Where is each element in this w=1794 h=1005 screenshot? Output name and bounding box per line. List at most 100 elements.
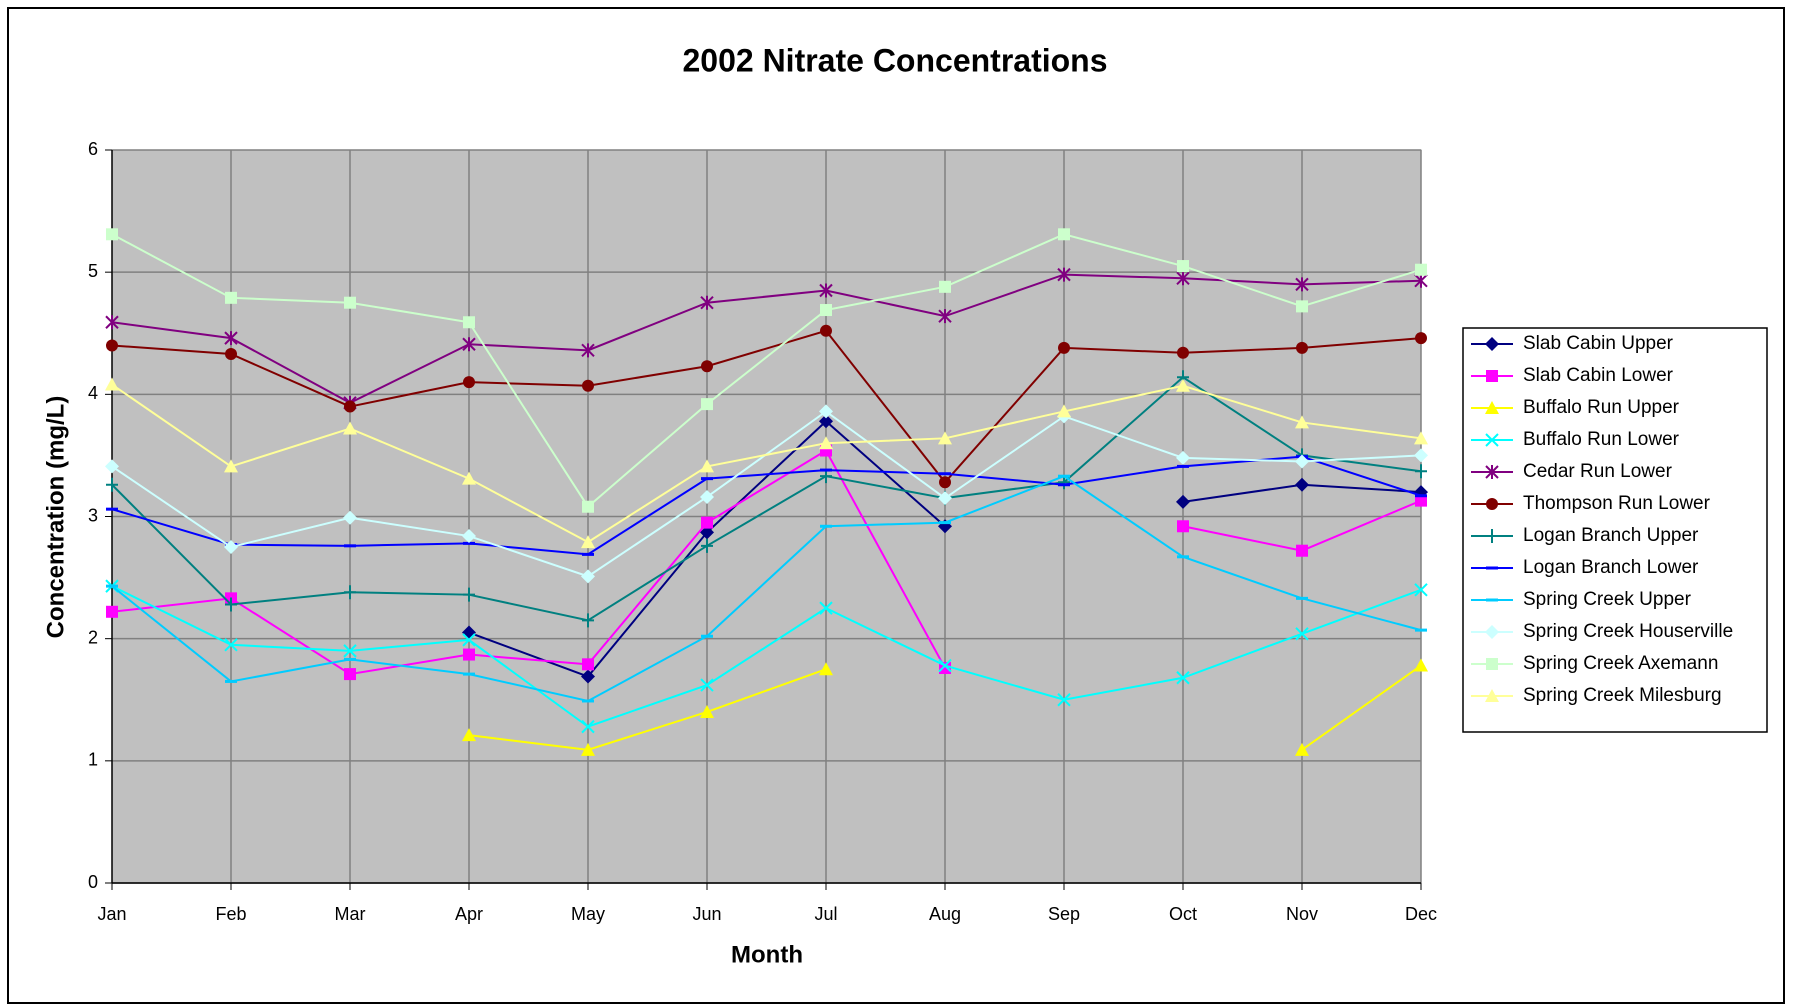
marker: [1415, 494, 1427, 498]
marker: [1415, 628, 1427, 632]
marker: [1058, 341, 1070, 354]
x-tick-label: May: [571, 904, 605, 924]
marker: [1414, 583, 1428, 597]
marker: [1296, 596, 1308, 600]
marker: [462, 471, 476, 485]
marker: [106, 584, 118, 588]
x-tick-label: Feb: [215, 904, 246, 924]
y-tick-label: 0: [88, 872, 98, 892]
marker: [463, 316, 475, 329]
legend-label: Spring Creek Upper: [1523, 589, 1692, 610]
y-tick-label: 1: [88, 750, 98, 770]
marker: [1486, 498, 1498, 510]
marker: [1057, 404, 1071, 418]
marker: [1177, 520, 1189, 533]
marker: [701, 634, 713, 638]
marker: [701, 516, 713, 529]
marker: [1296, 300, 1308, 313]
marker: [1058, 474, 1070, 478]
marker: [1485, 401, 1499, 414]
marker: [1176, 378, 1190, 392]
marker: [820, 304, 832, 317]
marker: [938, 431, 952, 445]
marker: [701, 477, 713, 481]
y-axis-title: Concentration (mg/L): [42, 396, 69, 639]
marker: [1176, 271, 1190, 286]
marker: [344, 544, 356, 548]
marker: [463, 541, 475, 545]
marker: [1485, 433, 1499, 447]
marker: [1486, 566, 1498, 570]
legend-label: Buffalo Run Upper: [1523, 397, 1680, 418]
marker: [581, 742, 595, 756]
marker: [1176, 450, 1190, 465]
marker: [344, 657, 356, 661]
marker: [819, 601, 833, 615]
series-line: [468, 664, 1422, 751]
x-tick-label: Jul: [814, 904, 837, 924]
x-tick-label: Apr: [455, 904, 483, 924]
marker: [939, 472, 951, 476]
marker: [1057, 693, 1071, 707]
marker: [1177, 464, 1189, 468]
legend-box: [1462, 327, 1768, 733]
legend-label: Logan Branch Upper: [1523, 525, 1699, 546]
marker: [344, 668, 356, 681]
marker: [343, 644, 357, 658]
x-tick-label: Jun: [692, 904, 721, 924]
marker: [700, 489, 714, 504]
marker: [1415, 332, 1427, 345]
marker: [463, 672, 475, 676]
marker: [1414, 658, 1428, 672]
marker: [582, 658, 594, 671]
marker: [344, 400, 356, 413]
marker: [939, 476, 951, 489]
marker: [1295, 454, 1309, 469]
x-tick-label: Sep: [1048, 904, 1080, 924]
marker: [819, 436, 833, 450]
marker: [463, 648, 475, 661]
y-tick-label: 5: [88, 261, 98, 281]
marker: [225, 291, 237, 304]
series-line: [111, 455, 1422, 556]
x-tick-label: Nov: [1286, 904, 1318, 924]
marker: [224, 459, 238, 473]
marker: [700, 704, 714, 718]
marker: [938, 658, 952, 673]
marker: [1485, 337, 1499, 351]
marker: [820, 468, 832, 472]
marker: [105, 377, 119, 391]
legend-label: Thompson Run Lower: [1523, 493, 1711, 514]
marker: [582, 699, 594, 703]
marker: [1176, 671, 1190, 685]
legend-label: Spring Creek Axemann: [1523, 653, 1718, 674]
marker: [106, 605, 118, 618]
x-axis-title: Month: [731, 941, 803, 968]
marker: [1486, 529, 1498, 543]
y-tick-label: 4: [88, 383, 98, 403]
marker: [819, 283, 833, 298]
marker: [820, 524, 832, 528]
marker: [939, 280, 951, 293]
series-line: [111, 375, 1422, 622]
marker: [700, 295, 714, 310]
legend-label: Logan Branch Lower: [1523, 557, 1699, 578]
marker: [582, 552, 594, 556]
marker: [344, 296, 356, 309]
marker: [463, 587, 475, 602]
marker: [1295, 477, 1309, 492]
marker: [106, 339, 118, 352]
legend-label: Cedar Run Lower: [1523, 461, 1673, 482]
marker: [939, 521, 951, 525]
marker: [225, 679, 237, 683]
marker: [1486, 370, 1498, 382]
marker: [581, 569, 595, 584]
marker: [106, 477, 118, 492]
marker: [1176, 494, 1190, 509]
marker: [1414, 448, 1428, 463]
marker: [582, 379, 594, 392]
series-line: [111, 585, 1422, 728]
marker: [938, 309, 952, 324]
marker: [1295, 415, 1309, 429]
marker: [820, 324, 832, 337]
